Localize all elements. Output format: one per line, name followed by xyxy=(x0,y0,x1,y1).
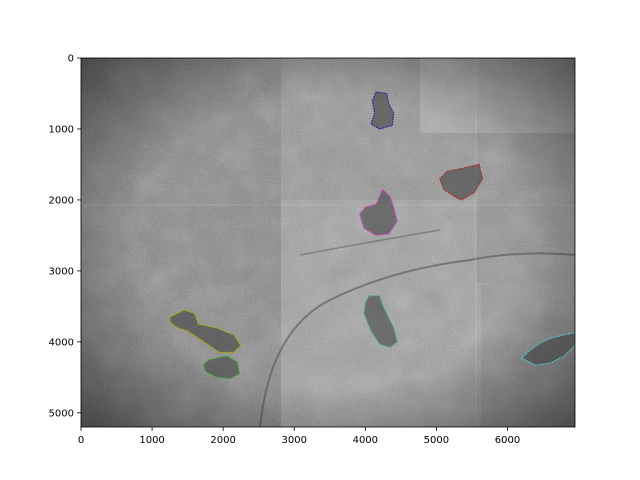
darkred-region-fill xyxy=(439,164,483,200)
y-tick-label: 3000 xyxy=(49,266,74,277)
x-tick-label: 2000 xyxy=(210,435,235,446)
green-region-fill xyxy=(203,356,240,379)
teal-region-fill xyxy=(363,295,398,348)
y-axis: 0 1000 2000 3000 4000 5000 xyxy=(49,54,81,419)
navy-region-outline xyxy=(370,91,395,130)
microscopy-image xyxy=(81,58,575,427)
magenta-region-fill xyxy=(359,189,398,236)
y-tick-label: 2000 xyxy=(49,195,74,206)
y-tick-label: 5000 xyxy=(49,408,74,419)
darkred-region-outline xyxy=(439,163,484,201)
x-tick-label: 3000 xyxy=(282,435,307,446)
x-tick-label: 5000 xyxy=(424,435,449,446)
x-tick-label: 6000 xyxy=(495,435,520,446)
teal-region-outline xyxy=(363,295,398,349)
cyan-region-outline xyxy=(520,331,575,366)
x-tick-label: 0 xyxy=(78,435,84,446)
y-tick-label: 0 xyxy=(68,54,74,65)
olive-region-fill xyxy=(169,309,241,353)
y-tick-label: 4000 xyxy=(49,337,74,348)
x-tick-label: 4000 xyxy=(353,435,378,446)
x-axis: 0 1000 2000 3000 4000 5000 6000 xyxy=(78,427,520,446)
plot-frame xyxy=(80,57,576,428)
magenta-region-outline xyxy=(358,188,398,237)
y-tick-label: 1000 xyxy=(49,124,74,135)
olive-region-outline xyxy=(169,309,242,354)
green-region-outline xyxy=(202,355,241,380)
x-tick-label: 1000 xyxy=(139,435,164,446)
